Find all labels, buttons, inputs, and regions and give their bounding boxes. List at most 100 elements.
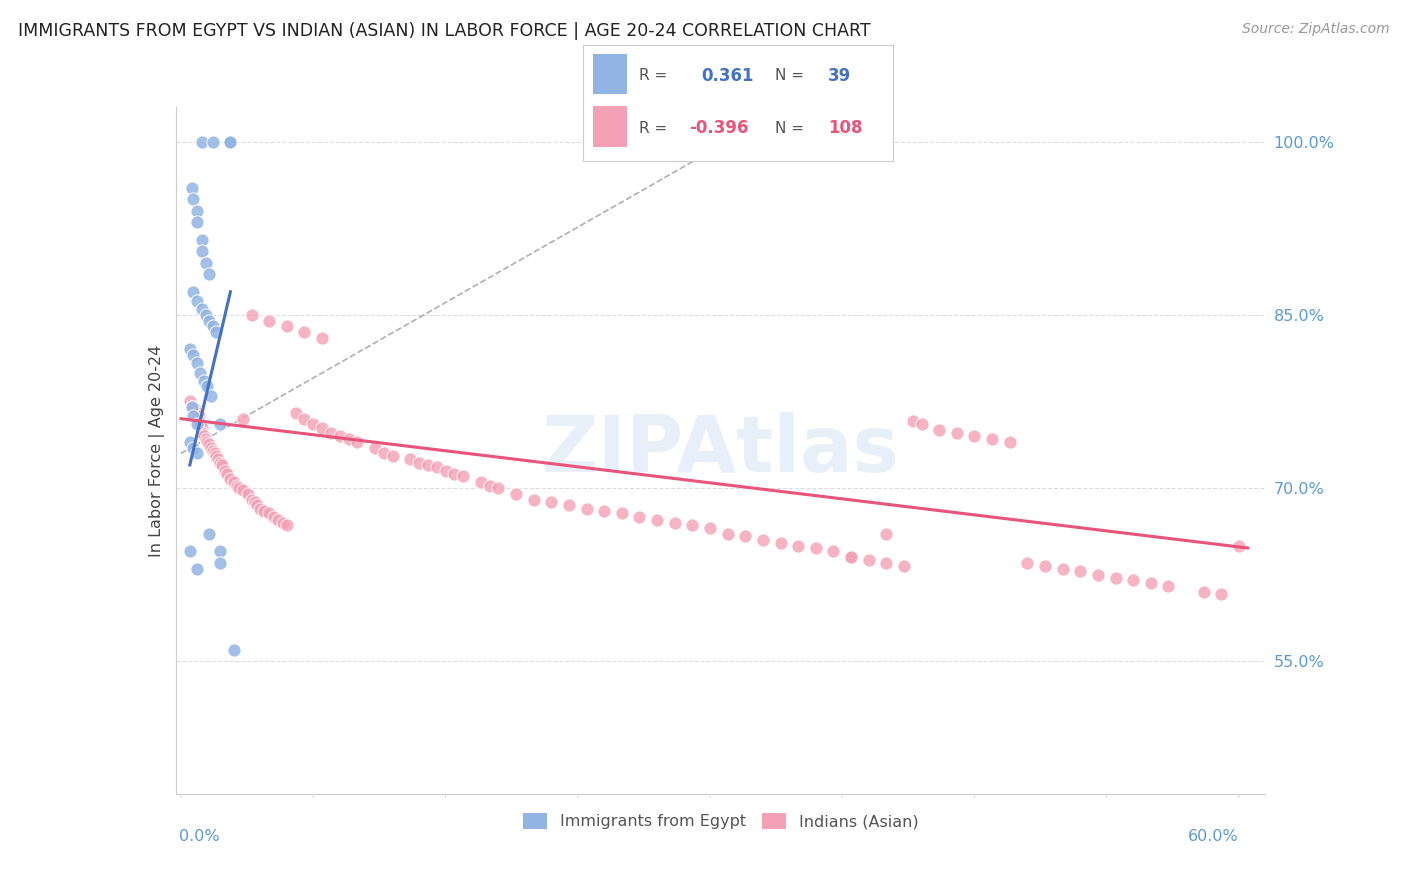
Text: 0.361: 0.361 (702, 67, 754, 85)
Point (191, 135, 214, 149)
Point (222, 642, 245, 657)
Point (186, 356, 208, 370)
Point (186, 203, 208, 218)
Point (478, 478, 501, 492)
Point (197, 434, 219, 449)
Text: -0.396: -0.396 (689, 120, 748, 137)
Point (193, 429, 215, 443)
Point (963, 429, 986, 443)
Point (179, 434, 201, 449)
Point (470, 475, 492, 490)
Point (1069, 564, 1091, 578)
Point (179, 343, 201, 357)
Point (179, 544, 201, 558)
Point (364, 441, 387, 455)
Point (284, 406, 307, 420)
Point (201, 319, 224, 334)
Point (207, 452, 229, 467)
Point (186, 293, 208, 308)
Point (186, 562, 208, 576)
Point (249, 501, 271, 516)
Point (1192, 585, 1215, 599)
Point (198, 527, 221, 541)
Point (699, 521, 721, 535)
Point (183, 409, 205, 424)
Point (191, 233, 214, 247)
Point (839, 550, 862, 565)
Point (208, 556, 231, 570)
Point (875, 527, 897, 541)
Legend: Immigrants from Egypt, Indians (Asian): Immigrants from Egypt, Indians (Asian) (515, 805, 927, 838)
Point (194, 256, 217, 270)
Point (232, 411, 254, 425)
Point (190, 417, 212, 432)
Point (628, 509, 651, 524)
Point (200, 441, 222, 455)
Point (823, 544, 845, 558)
Point (201, 444, 224, 458)
Point (381, 449, 404, 463)
Point (186, 406, 208, 420)
Point (928, 423, 950, 437)
Point (214, 464, 236, 478)
Point (399, 452, 422, 467)
Point (1104, 571, 1126, 585)
Point (183, 285, 205, 299)
Text: Source: ZipAtlas.com: Source: ZipAtlas.com (1241, 22, 1389, 37)
Point (193, 374, 215, 388)
Point (311, 421, 333, 435)
Point (183, 348, 205, 362)
Point (246, 498, 269, 512)
Point (240, 308, 263, 322)
Point (910, 417, 932, 432)
Point (1087, 567, 1109, 582)
Point (253, 504, 276, 518)
Point (228, 481, 250, 495)
Point (208, 456, 231, 470)
Point (194, 308, 217, 322)
Point (416, 458, 439, 472)
Point (769, 536, 792, 550)
Point (191, 301, 214, 316)
Point (180, 181, 202, 195)
Point (294, 411, 316, 425)
Text: 108: 108 (828, 120, 862, 137)
Point (1033, 559, 1056, 574)
Point (1052, 562, 1074, 576)
Point (191, 421, 214, 435)
Point (664, 516, 686, 530)
Point (180, 400, 202, 414)
Point (311, 331, 333, 345)
Point (434, 464, 457, 478)
Point (180, 400, 202, 414)
Point (486, 481, 509, 495)
Point (1122, 574, 1144, 588)
Point (575, 501, 598, 516)
Text: N =: N = (775, 120, 804, 136)
Point (875, 556, 897, 570)
Point (276, 319, 298, 334)
Text: 60.0%: 60.0% (1188, 829, 1239, 844)
Point (205, 449, 228, 463)
Point (240, 492, 263, 507)
FancyBboxPatch shape (593, 54, 627, 95)
Point (236, 487, 259, 501)
Point (505, 487, 527, 501)
Point (752, 533, 775, 547)
Text: R =: R = (640, 120, 668, 136)
Point (222, 475, 245, 490)
Point (186, 417, 208, 432)
Point (426, 460, 449, 475)
Point (893, 559, 915, 574)
Point (219, 472, 242, 486)
Point (219, 135, 242, 149)
Point (191, 425, 214, 440)
Point (408, 456, 430, 470)
Text: N =: N = (775, 69, 804, 84)
Point (198, 313, 221, 327)
Point (1017, 556, 1039, 570)
Point (184, 402, 207, 417)
Point (1157, 579, 1180, 593)
Text: ZIPAtlas: ZIPAtlas (541, 412, 900, 489)
Point (243, 495, 266, 509)
